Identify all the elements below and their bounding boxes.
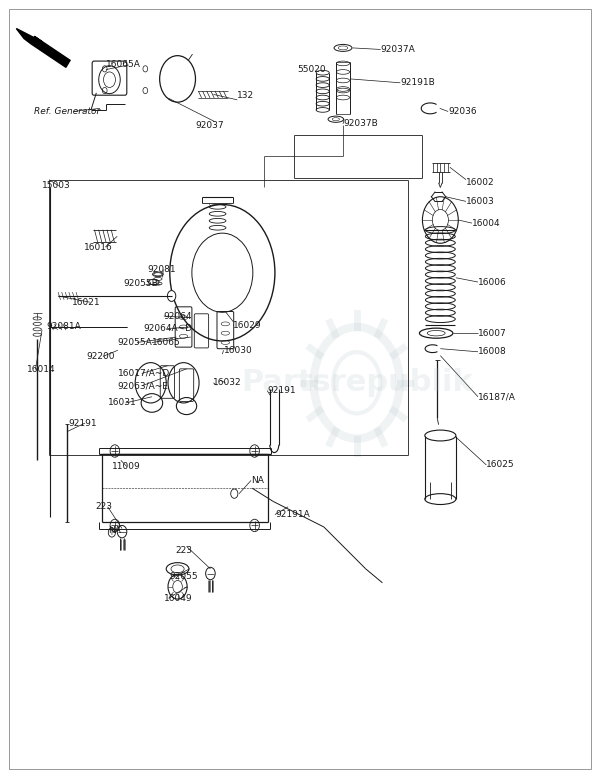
Text: 16187/A: 16187/A bbox=[478, 392, 516, 401]
Text: 132: 132 bbox=[237, 92, 254, 100]
Text: 92055B: 92055B bbox=[124, 279, 158, 288]
Text: 16007: 16007 bbox=[478, 328, 507, 338]
Text: 92036: 92036 bbox=[448, 107, 477, 116]
Text: 16006: 16006 bbox=[478, 278, 507, 286]
Text: 16031: 16031 bbox=[107, 398, 136, 408]
Text: 92037: 92037 bbox=[196, 121, 224, 130]
Text: 92081A: 92081A bbox=[46, 323, 81, 331]
Circle shape bbox=[167, 290, 176, 301]
Text: 16021: 16021 bbox=[72, 298, 100, 307]
Text: 16065A: 16065A bbox=[106, 61, 141, 69]
Text: 92191B: 92191B bbox=[400, 79, 435, 87]
Text: 223: 223 bbox=[96, 503, 113, 511]
Text: 16008: 16008 bbox=[478, 347, 507, 356]
Text: 16049: 16049 bbox=[164, 594, 193, 603]
Text: 92200: 92200 bbox=[86, 352, 115, 361]
Text: 92191: 92191 bbox=[68, 419, 97, 428]
Text: NA: NA bbox=[251, 476, 264, 485]
Text: 92055: 92055 bbox=[170, 572, 199, 581]
Text: 92191: 92191 bbox=[267, 386, 296, 395]
Text: 55020: 55020 bbox=[297, 65, 326, 74]
Text: 16030: 16030 bbox=[224, 345, 253, 355]
Text: 92064A~D: 92064A~D bbox=[143, 324, 193, 333]
Text: 16002: 16002 bbox=[466, 178, 494, 187]
Text: 16032: 16032 bbox=[214, 378, 242, 387]
Text: 16003: 16003 bbox=[466, 197, 495, 206]
Text: Partsrepublik: Partsrepublik bbox=[241, 368, 473, 398]
Text: 92037B: 92037B bbox=[343, 119, 378, 128]
Text: 223: 223 bbox=[176, 545, 193, 555]
Text: 92064: 92064 bbox=[164, 312, 193, 321]
Text: 92063/A~E: 92063/A~E bbox=[118, 381, 169, 391]
Text: 16029: 16029 bbox=[233, 321, 262, 330]
Text: 15003: 15003 bbox=[42, 181, 71, 191]
Text: 92037A: 92037A bbox=[380, 45, 415, 54]
Text: NA: NA bbox=[107, 526, 121, 534]
Text: Ref. Generator: Ref. Generator bbox=[34, 107, 100, 116]
Text: 16025: 16025 bbox=[487, 461, 515, 469]
Text: 16014: 16014 bbox=[26, 365, 55, 374]
Text: 16016: 16016 bbox=[84, 243, 113, 251]
Text: 11009: 11009 bbox=[112, 462, 140, 471]
Text: 16065: 16065 bbox=[152, 338, 181, 347]
Polygon shape bbox=[16, 29, 70, 67]
Text: 16004: 16004 bbox=[472, 219, 500, 228]
Text: 16017/A~D: 16017/A~D bbox=[118, 369, 170, 378]
Text: 92055A: 92055A bbox=[118, 338, 152, 347]
Text: 92081: 92081 bbox=[148, 265, 176, 274]
Text: 92191A: 92191A bbox=[275, 510, 310, 519]
